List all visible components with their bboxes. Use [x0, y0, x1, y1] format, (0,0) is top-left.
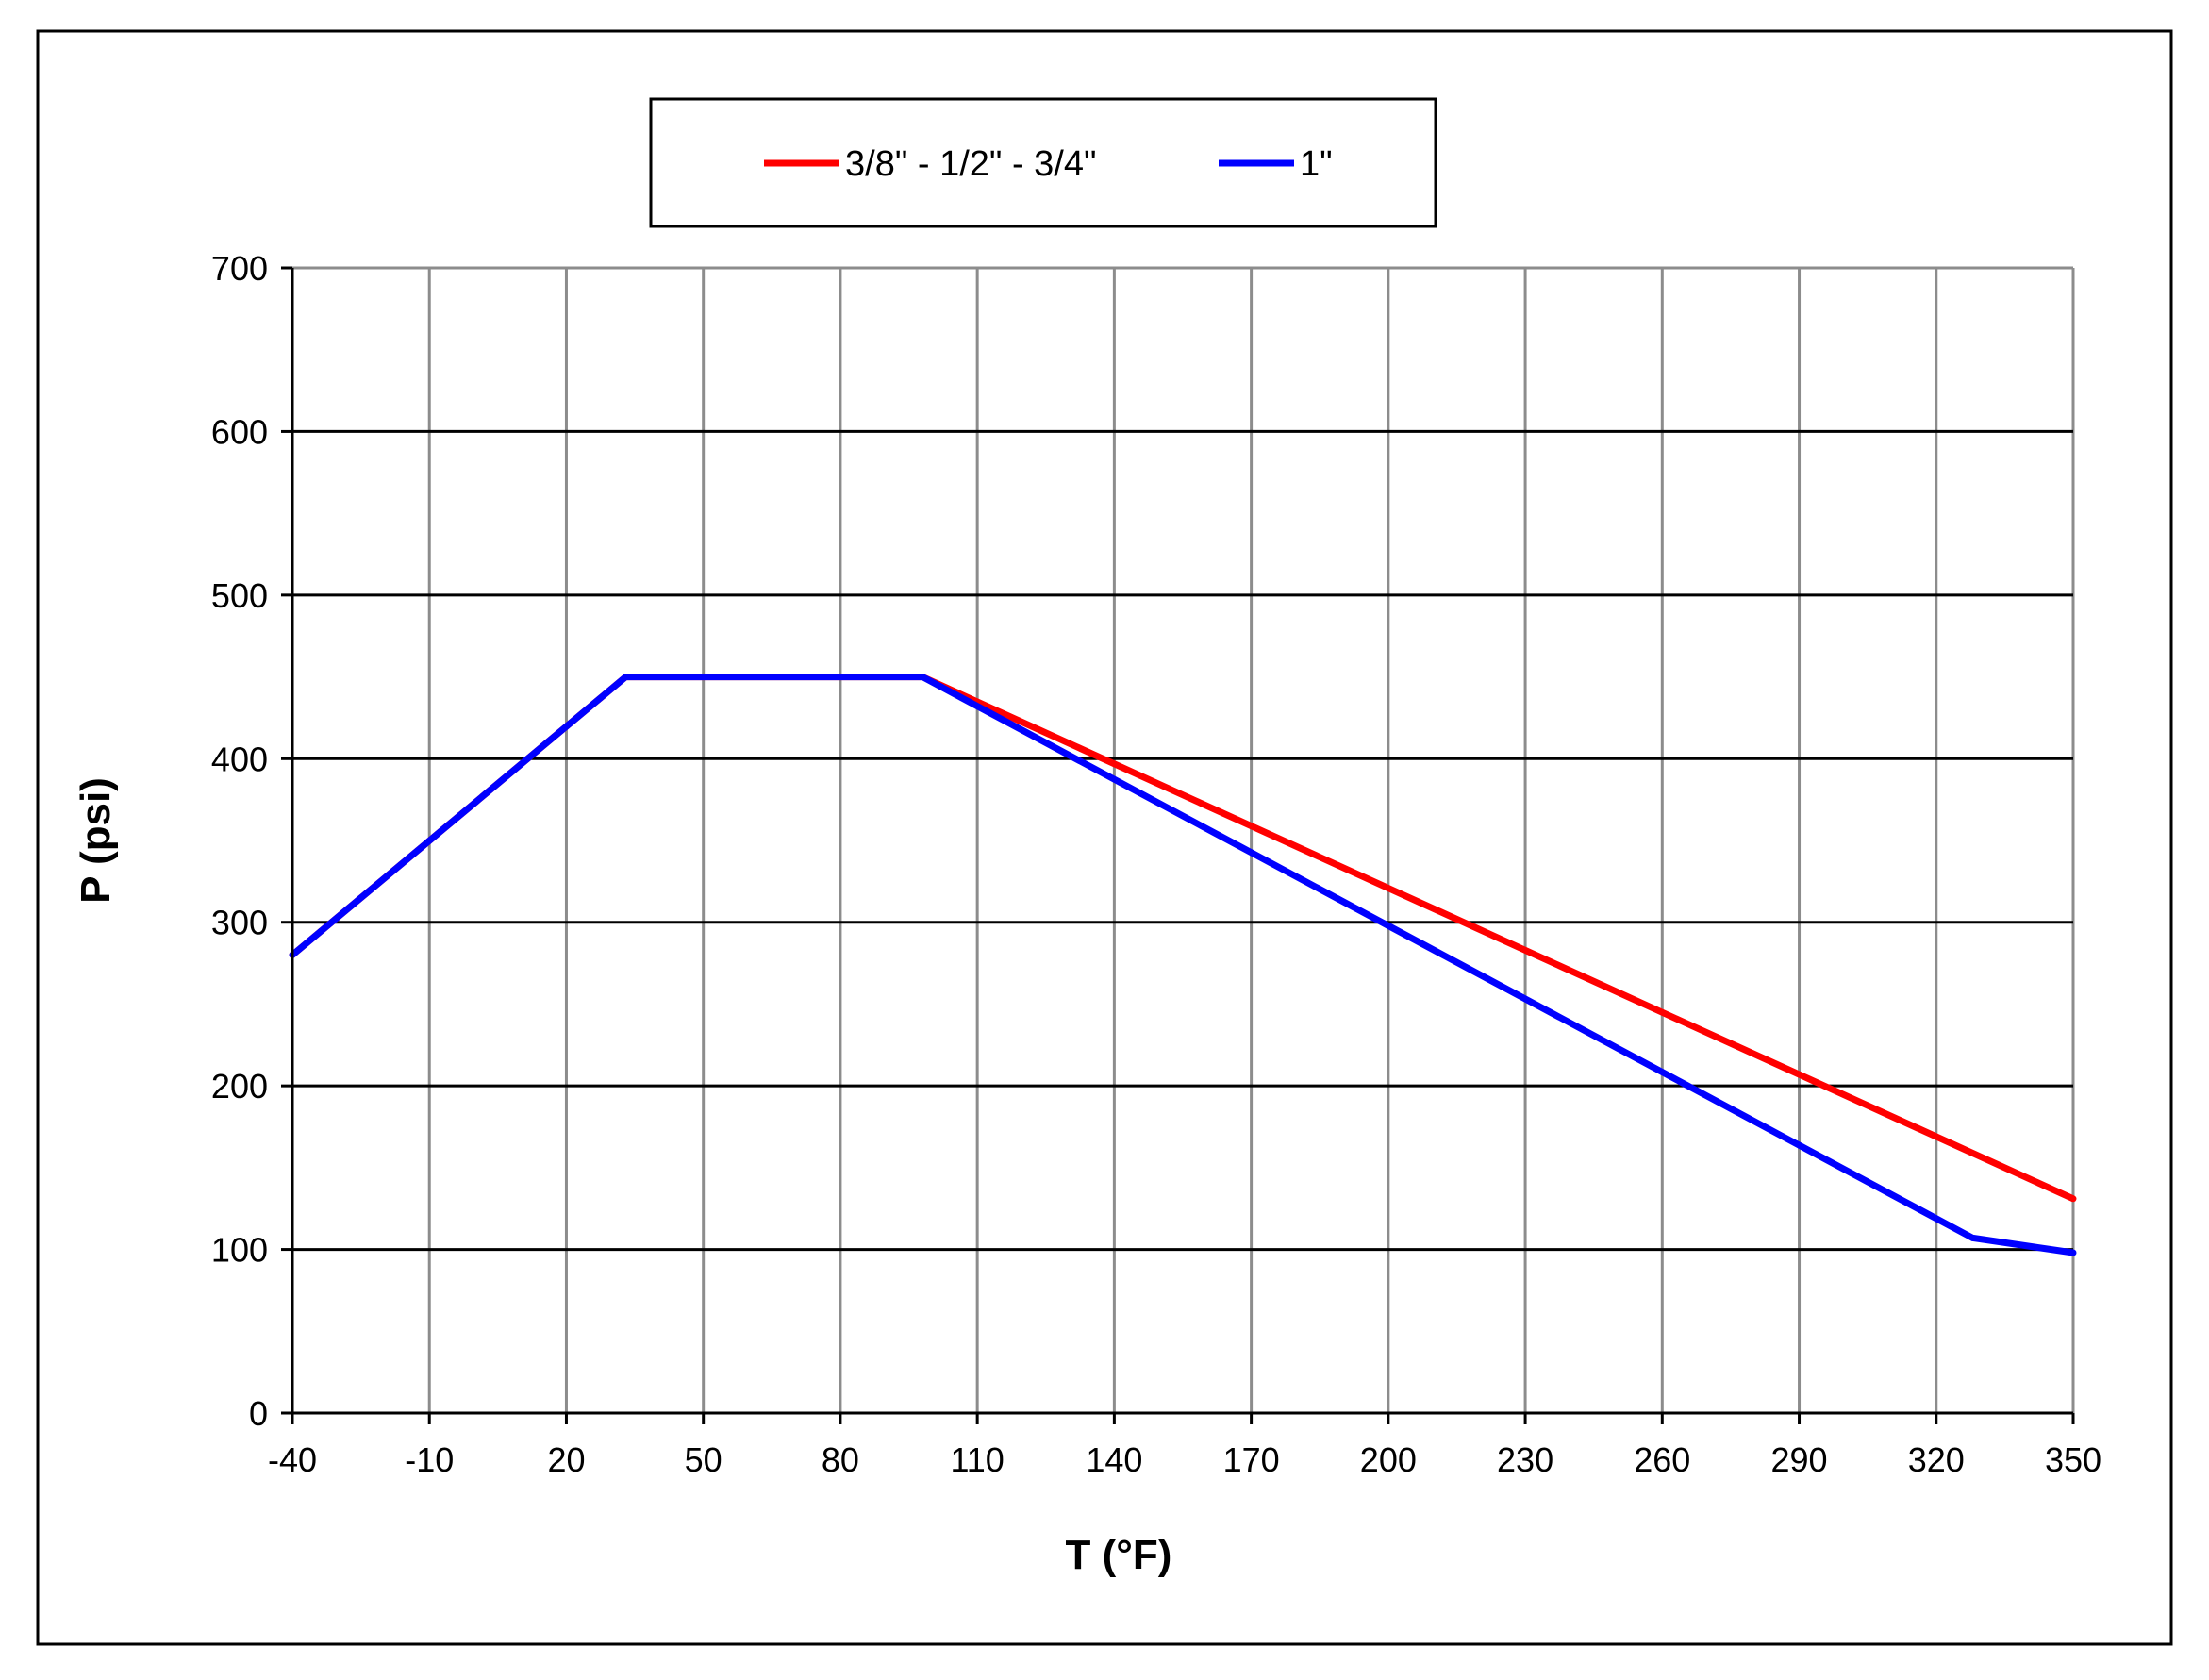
axes — [281, 266, 2075, 1424]
y-tick-label: 500 — [211, 576, 268, 615]
x-tick-label: 290 — [1770, 1440, 1827, 1479]
series-lines — [289, 674, 2077, 1256]
series-1-point-3 — [1969, 1234, 1976, 1241]
x-tick-labels: -40 -10 20 50 80 110 140 170 200 230 260 290 320 350 — [268, 1440, 2101, 1479]
x-tick-label: 230 — [1497, 1440, 1553, 1479]
legend-label-1: 1" — [1300, 144, 1333, 184]
x-tick-label: -10 — [405, 1440, 454, 1479]
legend: 3/8" - 1/2" - 3/4" 1" — [649, 97, 1437, 228]
y-tick-label: 300 — [211, 904, 268, 942]
series-1-point-2 — [919, 674, 926, 681]
x-tick-label: 110 — [950, 1440, 1004, 1479]
y-tick-label: 400 — [211, 740, 268, 778]
x-tick-label: -40 — [268, 1440, 317, 1479]
y-tick-label: 600 — [211, 412, 268, 451]
x-tick-label: 140 — [1086, 1440, 1142, 1479]
y-tick-label: 0 — [249, 1394, 268, 1433]
y-tick-label: 200 — [211, 1067, 268, 1106]
x-tick-label: 170 — [1223, 1440, 1280, 1479]
x-tick-label: 80 — [822, 1440, 859, 1479]
x-tick-label: 350 — [2045, 1440, 2101, 1479]
y-tick-labels: 0 100 200 300 400 500 600 700 — [211, 249, 268, 1433]
x-tick-label: 50 — [685, 1440, 722, 1479]
y-axis-title: P (psi) — [73, 777, 119, 904]
y-tick-label: 100 — [211, 1231, 268, 1270]
y-tick-label: 700 — [211, 249, 268, 288]
x-tick-label: 20 — [547, 1440, 585, 1479]
x-axis-title: T (°F) — [1066, 1532, 1172, 1578]
x-tick-label: 200 — [1360, 1440, 1417, 1479]
x-tick-label: 320 — [1908, 1440, 1965, 1479]
horizontal-gridlines — [292, 266, 2073, 1252]
legend-label-0: 3/8" - 1/2" - 3/4" — [845, 144, 1096, 184]
series-0-point-3 — [2069, 1195, 2077, 1203]
plot-area — [292, 268, 2073, 1413]
x-tick-label: 260 — [1634, 1440, 1690, 1479]
series-1-point-4 — [2069, 1249, 2077, 1256]
series-1-point-1 — [622, 674, 629, 681]
